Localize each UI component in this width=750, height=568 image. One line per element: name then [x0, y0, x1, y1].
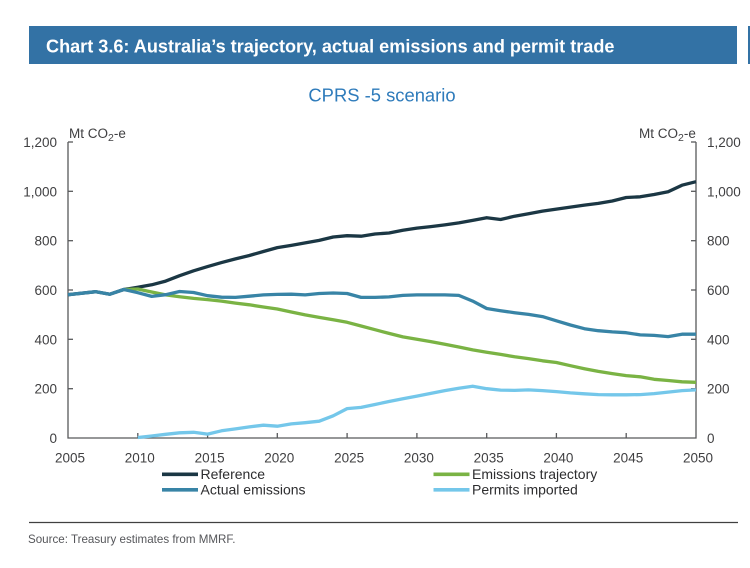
svg-text:Mt CO2-e: Mt CO2-e — [639, 126, 696, 144]
svg-text:Reference: Reference — [201, 466, 266, 482]
svg-text:2035: 2035 — [474, 451, 504, 466]
svg-text:2025: 2025 — [334, 451, 364, 466]
svg-text:0: 0 — [707, 431, 715, 446]
svg-text:800: 800 — [34, 234, 57, 249]
svg-text:600: 600 — [707, 283, 730, 298]
svg-text:1,000: 1,000 — [707, 184, 741, 199]
svg-text:2045: 2045 — [613, 451, 643, 466]
svg-text:600: 600 — [34, 283, 57, 298]
svg-text:800: 800 — [707, 234, 730, 249]
svg-text:2040: 2040 — [543, 451, 573, 466]
svg-text:2005: 2005 — [55, 451, 85, 466]
svg-text:Permits imported: Permits imported — [472, 482, 578, 498]
svg-text:Emissions trajectory: Emissions trajectory — [472, 466, 597, 482]
svg-text:Actual emissions: Actual emissions — [201, 482, 306, 498]
svg-text:2020: 2020 — [264, 451, 294, 466]
svg-text:1,200: 1,200 — [707, 135, 741, 150]
svg-text:2015: 2015 — [195, 451, 225, 466]
svg-text:200: 200 — [707, 382, 730, 397]
svg-text:Chart 3.6: Australia’s traject: Chart 3.6: Australia’s trajectory, actua… — [46, 37, 614, 57]
svg-text:1,000: 1,000 — [23, 184, 57, 199]
svg-text:2050: 2050 — [683, 451, 713, 466]
svg-text:400: 400 — [34, 332, 57, 347]
svg-text:1,200: 1,200 — [23, 135, 57, 150]
svg-text:2010: 2010 — [125, 451, 155, 466]
svg-text:CPRS -5 scenario: CPRS -5 scenario — [308, 85, 455, 106]
svg-text:Source: Treasury estimates fro: Source: Treasury estimates from MMRF. — [28, 533, 235, 546]
svg-text:400: 400 — [707, 332, 730, 347]
svg-text:2030: 2030 — [404, 451, 434, 466]
svg-text:200: 200 — [34, 382, 57, 397]
svg-text:Mt CO2-e: Mt CO2-e — [69, 126, 126, 144]
svg-text:0: 0 — [49, 431, 57, 446]
